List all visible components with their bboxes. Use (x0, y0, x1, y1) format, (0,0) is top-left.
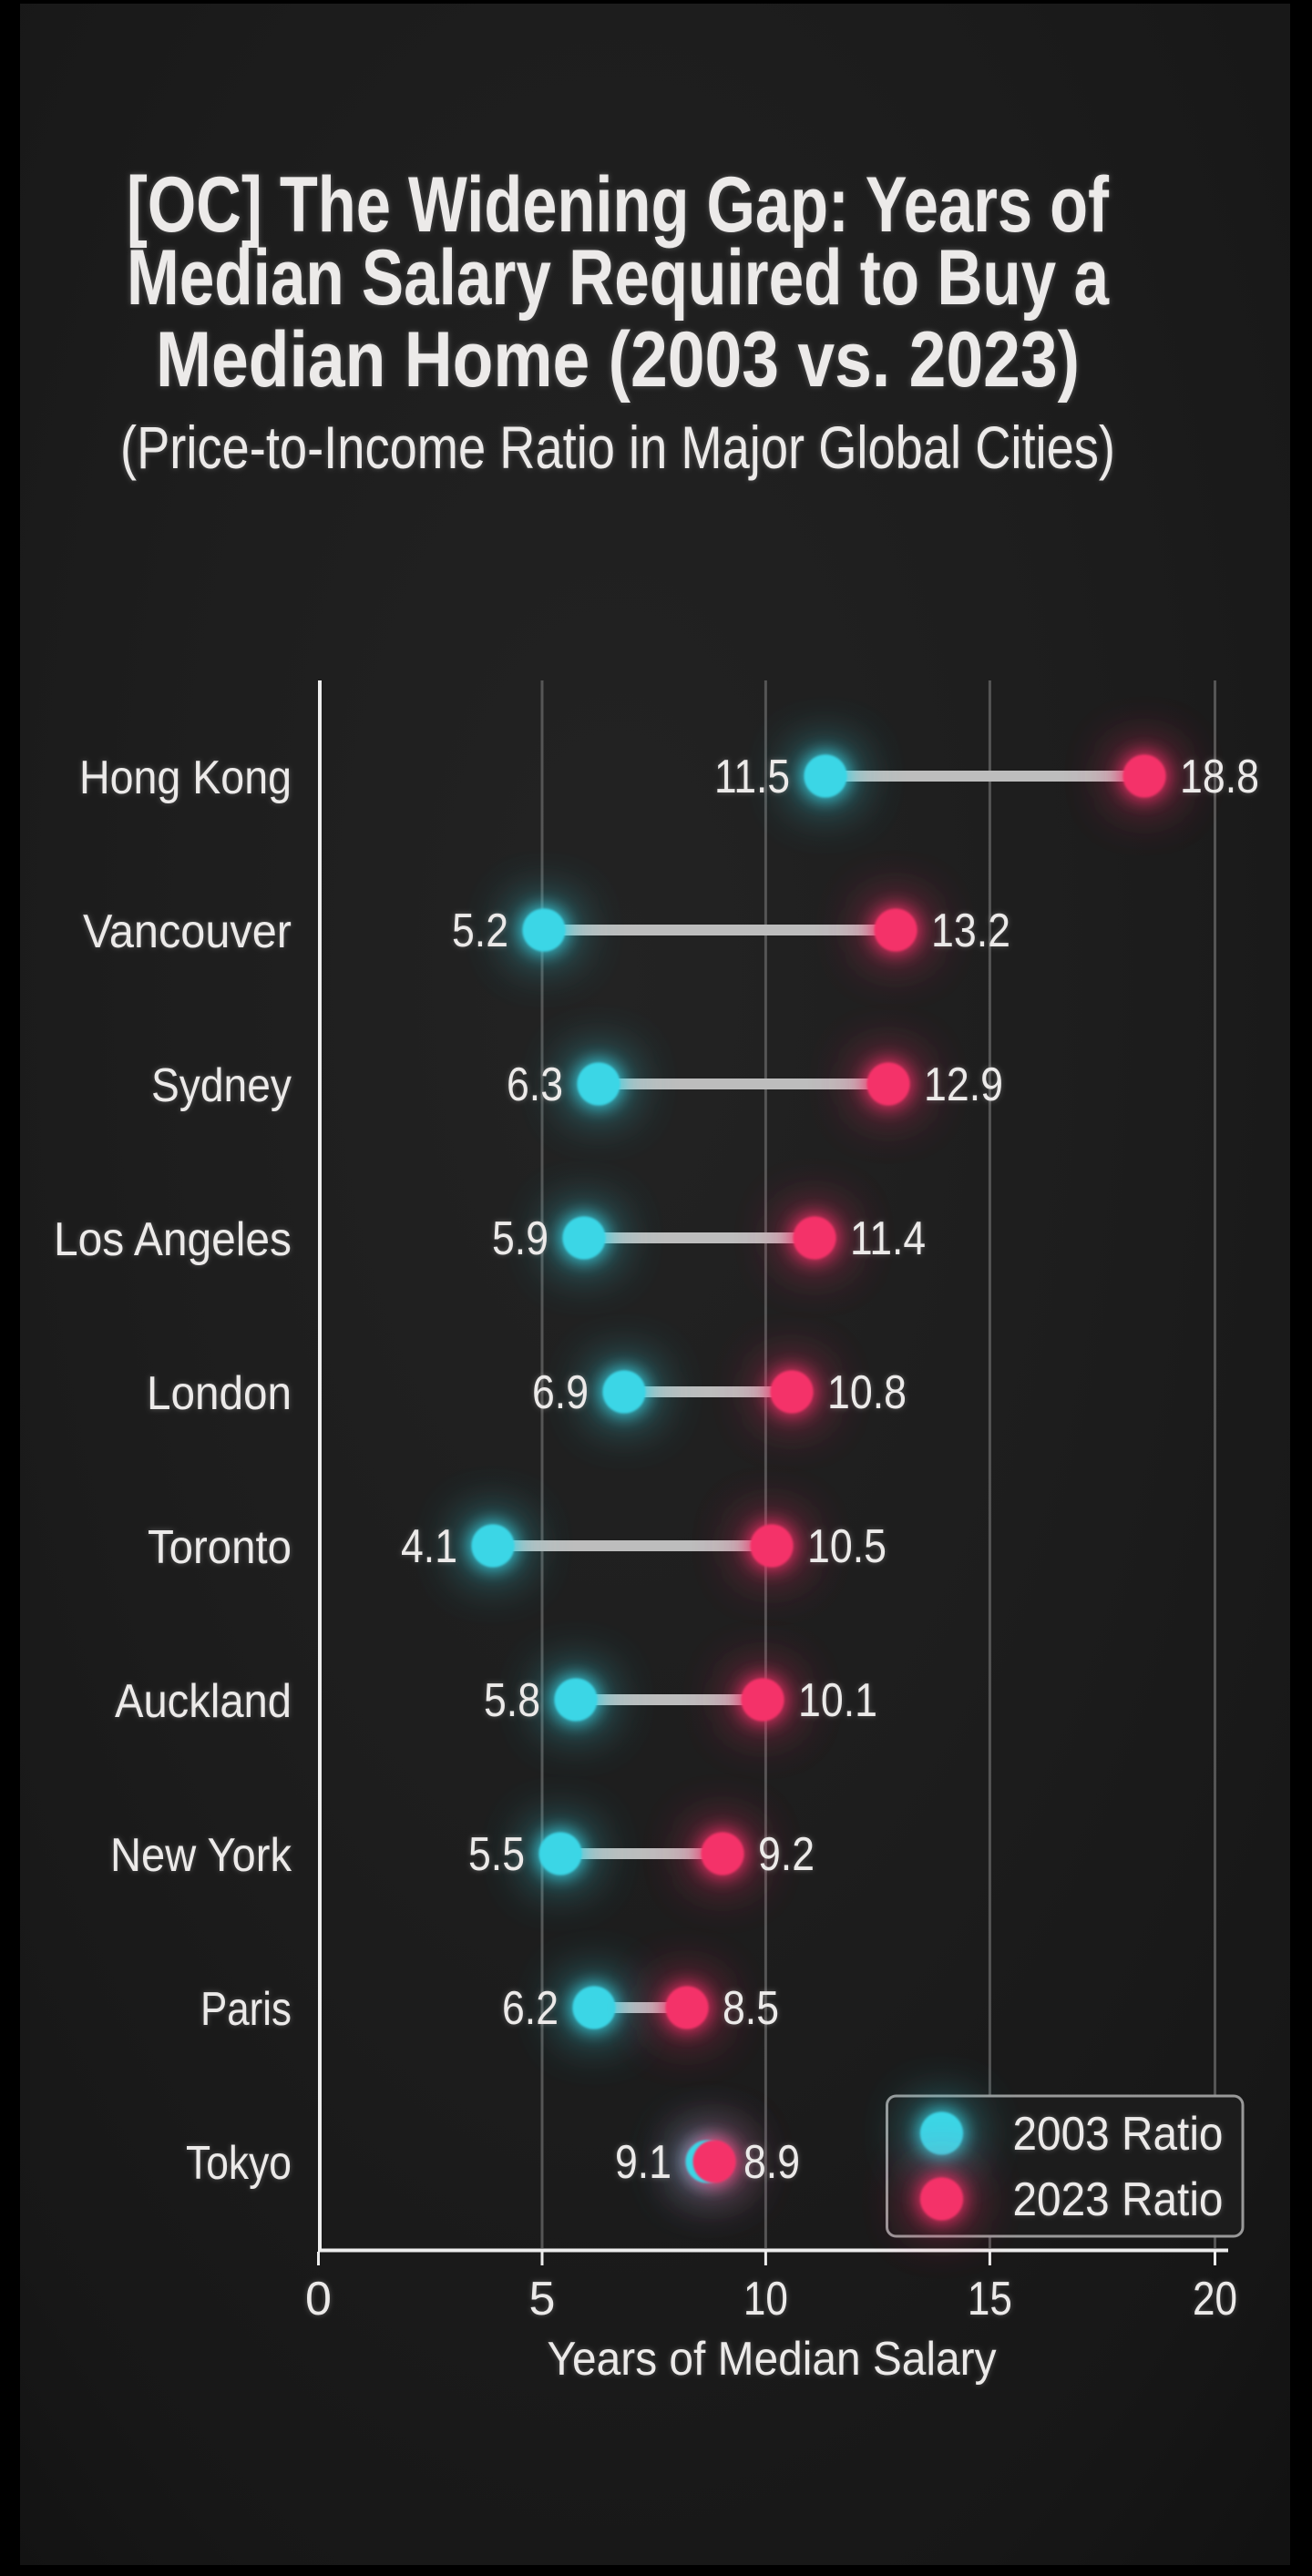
svg-text:13.2: 13.2 (931, 905, 1010, 957)
svg-text:8.5: 8.5 (723, 1982, 779, 2035)
svg-text:6.9: 6.9 (532, 1366, 589, 1419)
svg-text:18.8: 18.8 (1180, 751, 1259, 803)
svg-text:[OC] The Widening Gap: Years o: [OC] The Widening Gap: Years of (127, 161, 1109, 249)
svg-text:Tokyo: Tokyo (186, 2137, 292, 2190)
svg-text:2003 Ratio: 2003 Ratio (1013, 2108, 1224, 2161)
svg-text:New York: New York (110, 1829, 292, 1882)
svg-text:10.1: 10.1 (798, 1674, 877, 1727)
svg-text:Los Angeles: Los Angeles (54, 1213, 292, 1266)
svg-text:Toronto: Toronto (148, 1521, 292, 1574)
svg-text:5.5: 5.5 (468, 1828, 525, 1881)
svg-text:5.8: 5.8 (484, 1674, 540, 1727)
svg-text:London: London (147, 1367, 292, 1420)
svg-text:6.2: 6.2 (502, 1982, 559, 2035)
svg-text:12.9: 12.9 (924, 1058, 1003, 1111)
svg-text:Sydney: Sydney (151, 1059, 292, 1112)
svg-text:Auckland: Auckland (115, 1675, 292, 1728)
svg-text:9.2: 9.2 (758, 1828, 815, 1881)
svg-text:(Price-to-Income Ratio in Majo: (Price-to-Income Ratio in Major Global C… (120, 414, 1115, 481)
svg-text:2023 Ratio: 2023 Ratio (1013, 2173, 1224, 2226)
svg-text:Vancouver: Vancouver (83, 905, 292, 958)
svg-text:5.2: 5.2 (452, 905, 508, 957)
svg-text:4.1: 4.1 (401, 1520, 457, 1573)
svg-text:10: 10 (743, 2273, 788, 2326)
svg-text:15: 15 (968, 2273, 1012, 2326)
svg-text:Years of Median Salary: Years of Median Salary (548, 2333, 997, 2386)
svg-text:20: 20 (1193, 2273, 1237, 2326)
svg-text:Hong Kong: Hong Kong (79, 751, 292, 804)
svg-text:11.5: 11.5 (714, 751, 790, 803)
svg-text:6.3: 6.3 (507, 1058, 563, 1111)
svg-text:0: 0 (305, 2273, 332, 2326)
svg-text:8.9: 8.9 (743, 2136, 800, 2189)
svg-text:9.1: 9.1 (615, 2136, 671, 2189)
svg-text:5.9: 5.9 (492, 1212, 548, 1265)
svg-text:5: 5 (529, 2273, 556, 2326)
svg-text:Median Home (2003 vs. 2023): Median Home (2003 vs. 2023) (156, 316, 1080, 404)
svg-text:10.5: 10.5 (807, 1520, 887, 1573)
svg-text:Paris: Paris (200, 1983, 292, 2036)
svg-text:10.8: 10.8 (827, 1366, 907, 1419)
svg-text:11.4: 11.4 (850, 1212, 926, 1265)
svg-text:Median Salary Required to Buy: Median Salary Required to Buy a (127, 234, 1110, 322)
